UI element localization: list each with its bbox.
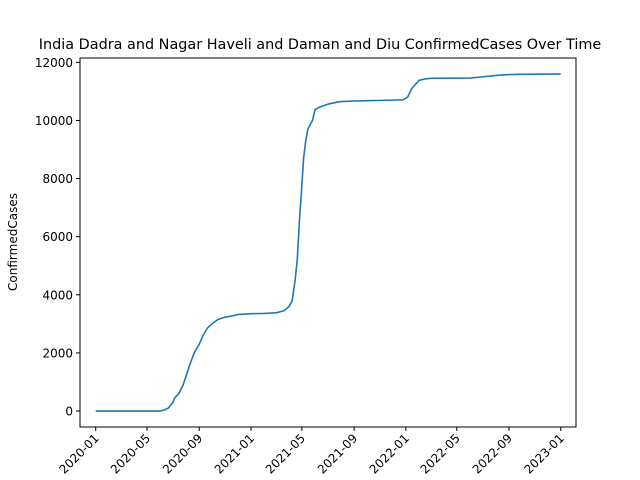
y-tick-label: 6000 — [42, 230, 73, 244]
y-axis-label: ConfirmedCases — [6, 193, 20, 291]
plot-frame — [79, 57, 577, 428]
y-tick-label: 10000 — [35, 114, 73, 128]
y-axis-ticks: 0 2000 4000 6000 8000 10000 12000 — [35, 56, 80, 419]
y-tick-label: 4000 — [42, 288, 73, 302]
series-line — [95, 73, 561, 412]
y-tick-label: 2000 — [42, 346, 73, 360]
y-tick-label: 12000 — [35, 56, 73, 70]
chart-title: India Dadra and Nagar Haveli and Daman a… — [39, 37, 602, 53]
y-tick-label: 0 — [65, 405, 73, 419]
series-group — [95, 73, 561, 412]
y-tick-label: 8000 — [42, 172, 73, 186]
